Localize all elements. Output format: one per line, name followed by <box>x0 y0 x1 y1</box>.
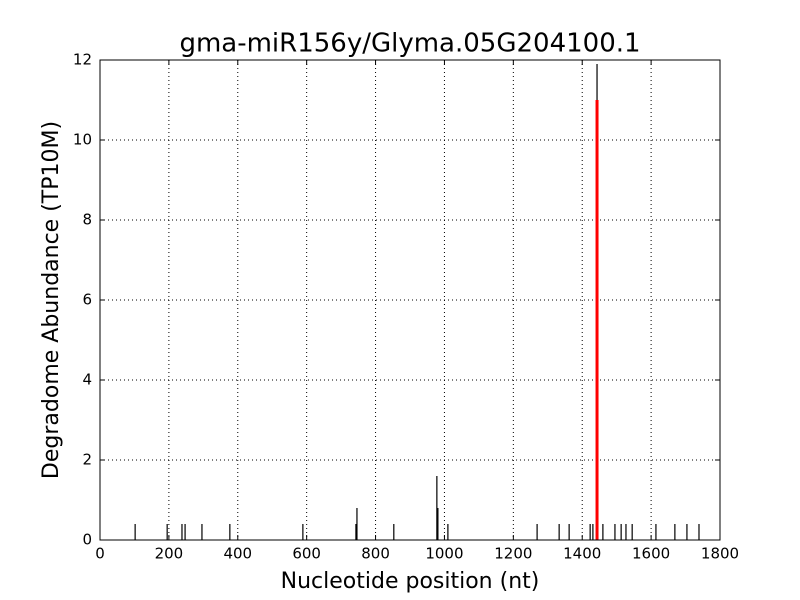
x-tick-label: 200 <box>155 545 184 563</box>
y-tick-label: 6 <box>82 291 92 309</box>
y-tick-label: 8 <box>82 211 92 229</box>
x-axis-label: Nucleotide position (nt) <box>281 569 540 594</box>
x-tick-label: 400 <box>223 545 252 563</box>
x-tick-label: 800 <box>361 545 390 563</box>
x-tick-label: 1200 <box>494 545 532 563</box>
x-tick-label: 1400 <box>563 545 601 563</box>
x-tick-label: 1000 <box>425 545 463 563</box>
chart-title: gma-miR156y/Glyma.05G204100.1 <box>179 29 640 59</box>
y-tick-label: 0 <box>82 531 92 549</box>
x-tick-label: 600 <box>292 545 321 563</box>
y-axis-label: Degradome Abundance (TP10M) <box>39 121 64 479</box>
y-tick-label: 12 <box>73 51 92 69</box>
x-tick-label: 1800 <box>701 545 739 563</box>
y-tick-label: 4 <box>82 371 92 389</box>
y-tick-label: 10 <box>73 131 92 149</box>
x-tick-label: 0 <box>95 545 105 563</box>
x-tick-label: 1600 <box>632 545 670 563</box>
y-tick-label: 2 <box>82 451 92 469</box>
plot-frame <box>99 59 721 541</box>
